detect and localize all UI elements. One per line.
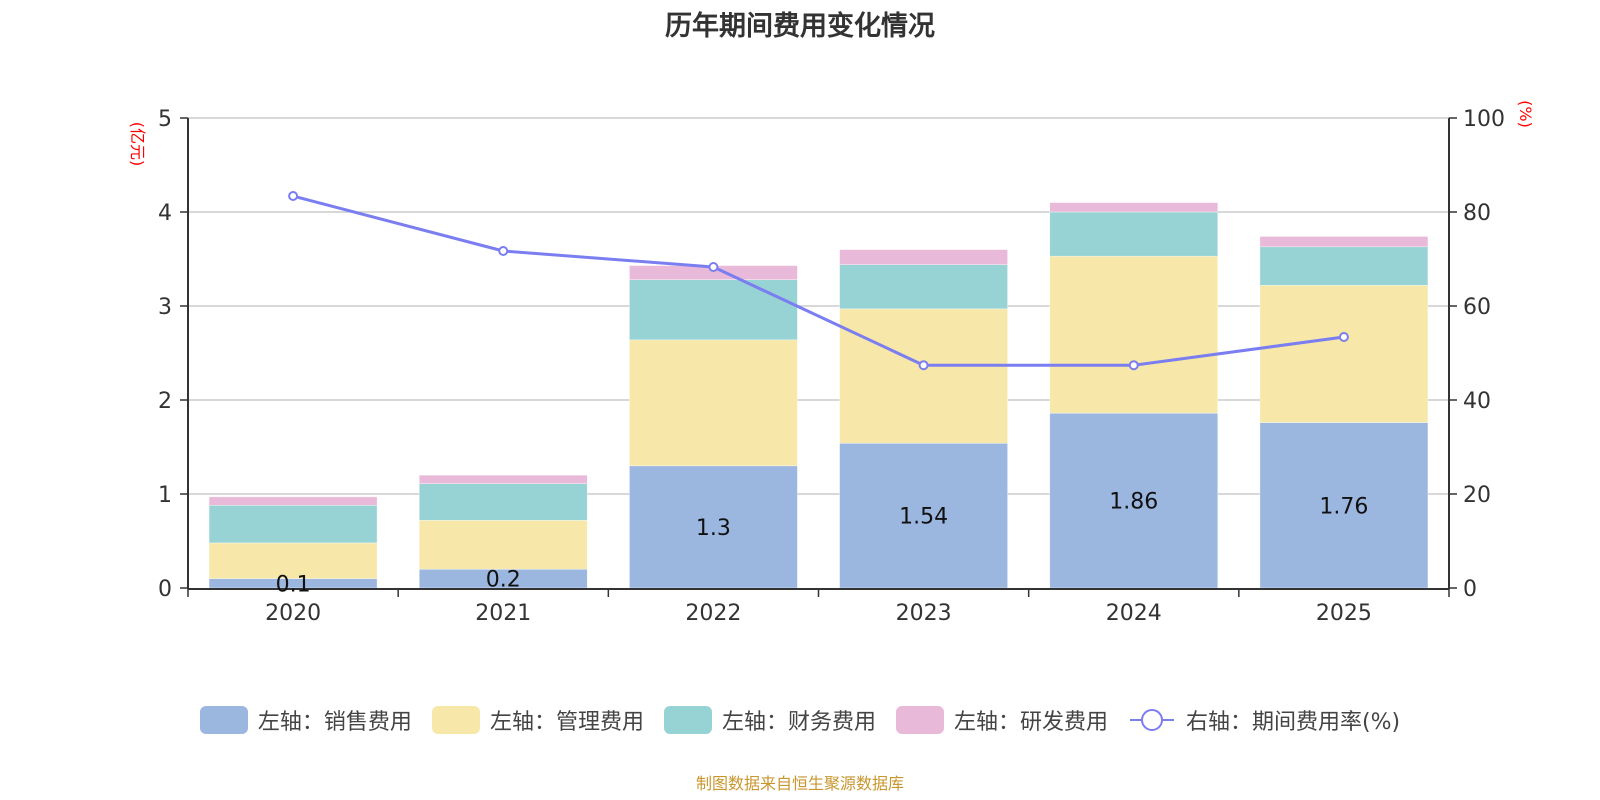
- x-axis-tick-label: 2020: [265, 601, 321, 626]
- right-axis-tick-label: 80: [1463, 201, 1491, 226]
- x-axis-tick-label: 2022: [685, 601, 741, 626]
- right-axis-tick-label: 0: [1463, 577, 1477, 602]
- bar-segment-3: [1259, 246, 1429, 286]
- legend-label: 左轴：财务费用: [721, 710, 876, 735]
- chart-title: 历年期间费用变化情况: [665, 11, 935, 42]
- bar-segment-2: [418, 520, 588, 570]
- bar-segment-1: [839, 442, 1008, 589]
- bar-data-label: 0.2: [486, 568, 521, 593]
- left-axis-tick-label: 2: [158, 389, 172, 414]
- bar-data-label: 1.3: [696, 516, 731, 541]
- right-axis-tick-label: 40: [1463, 389, 1491, 414]
- bar-segment-1: [1259, 422, 1429, 589]
- legend-item-admin[interactable]: 左轴：管理费用: [431, 704, 644, 736]
- data-source-footer: 制图数据来自恒生聚源数据库: [695, 774, 904, 793]
- legend-swatch-admin: [431, 706, 480, 734]
- bar-segment-3: [839, 264, 1008, 310]
- legend-label: 右轴：期间费用率(%): [1185, 710, 1401, 735]
- rate-line: [288, 191, 1349, 371]
- legend-item-finance[interactable]: 左轴：财务费用: [663, 704, 876, 736]
- x-axis-tick-label: 2023: [896, 601, 952, 626]
- rate-line-path: [292, 194, 1345, 367]
- left-axis-unit-label: (亿元): [128, 122, 147, 167]
- legend-item-rate[interactable]: 右轴：期间费用率(%): [1128, 704, 1400, 736]
- x-axis-tick-label: 2021: [475, 601, 531, 626]
- bar-segment-2: [1049, 255, 1219, 414]
- bar-data-label: 1.76: [1319, 494, 1368, 519]
- x-axis-tick-label: 2024: [1106, 601, 1162, 626]
- bar-segment-3: [629, 279, 798, 341]
- bar-data-label: 0.1: [276, 572, 311, 597]
- rate-line-point: [1338, 332, 1349, 343]
- bar-segment-2: [1259, 285, 1429, 423]
- right-axis-tick-label: 100: [1463, 107, 1505, 132]
- bar-segment-3: [418, 483, 588, 521]
- bar-segment-4: [1259, 236, 1429, 248]
- bar-segment-1: [629, 465, 798, 589]
- bar-data-label: 1.86: [1109, 490, 1158, 515]
- axes: 0 1 2 3 4 5 0 20 40 60 80 100 2020 2021 2022 2023 2024 20…: [128, 100, 1535, 626]
- bar-segment-2: [839, 308, 1008, 444]
- left-axis-tick-label: 5: [158, 107, 172, 132]
- bar-segment-3: [208, 504, 378, 544]
- legend: 左轴：销售费用 左轴：管理费用 左轴：财务费用 左轴：研发费用 右轴：期间费用率…: [0, 704, 1600, 736]
- rate-line-point: [918, 360, 929, 371]
- legend-label: 左轴：研发费用: [953, 710, 1108, 735]
- legend-swatch-sales: [199, 706, 248, 734]
- bars: [208, 202, 1429, 589]
- bar-data-label: 1.54: [899, 505, 948, 530]
- rate-line-point: [288, 191, 299, 202]
- legend-swatch-finance: [663, 706, 712, 734]
- x-axis-tick-label: 2025: [1316, 601, 1372, 626]
- bar-segment-4: [839, 249, 1008, 265]
- rate-line-point: [1128, 360, 1139, 371]
- left-axis-tick-label: 3: [158, 295, 172, 320]
- left-axis-tick-label: 1: [158, 483, 172, 508]
- rate-line-point: [708, 261, 719, 272]
- bar-segment-3: [1049, 211, 1219, 257]
- legend-swatch-rd: [895, 706, 944, 734]
- right-axis-tick-label: 60: [1463, 295, 1491, 320]
- left-axis-tick-label: 0: [158, 577, 172, 602]
- bar-segment-1: [1049, 412, 1219, 589]
- bar-segment-4: [1049, 202, 1219, 213]
- right-axis-tick-label: 20: [1463, 483, 1491, 508]
- bar-segment-2: [629, 339, 798, 467]
- legend-item-sales[interactable]: 左轴：销售费用: [199, 704, 412, 736]
- right-axis-unit-label: (%): [1516, 100, 1535, 128]
- bar-segment-4: [208, 496, 378, 506]
- left-axis-tick-label: 4: [158, 201, 172, 226]
- legend-item-rd[interactable]: 左轴：研发费用: [895, 704, 1108, 736]
- legend-label: 左轴：管理费用: [489, 710, 644, 735]
- line-circle-icon: [1129, 709, 1174, 731]
- grid-lines: [188, 117, 1449, 495]
- rate-line-point: [498, 246, 509, 257]
- legend-label: 左轴：销售费用: [257, 710, 412, 735]
- bar-segment-4: [418, 474, 588, 484]
- bar-labels: 0.1 0.2 1.3 1.54 1.86 1.76: [276, 490, 1369, 598]
